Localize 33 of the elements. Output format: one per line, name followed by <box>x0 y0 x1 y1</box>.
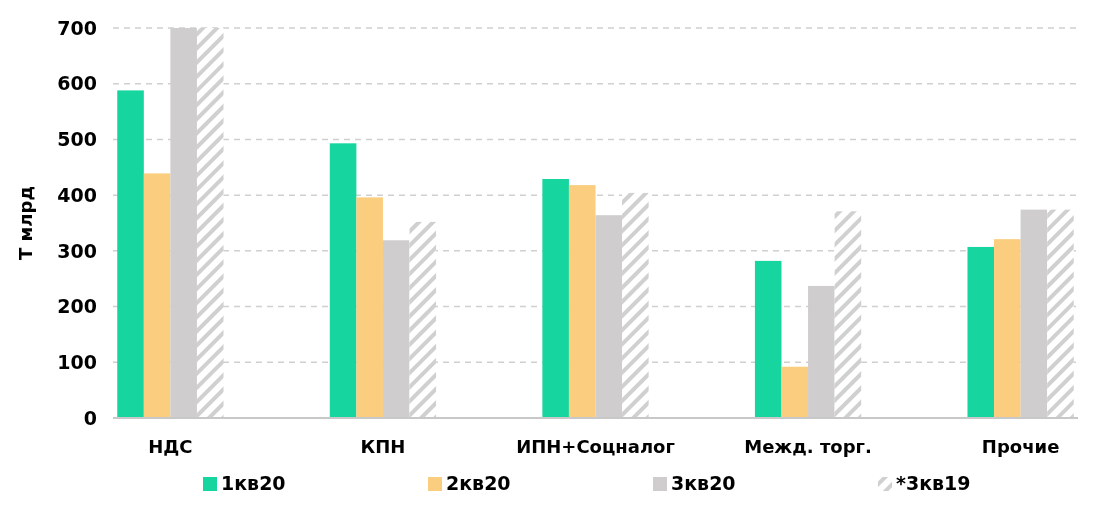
x-tick-label: НДС <box>148 436 193 457</box>
bar <box>356 197 383 418</box>
bar <box>117 90 144 418</box>
x-tick-label: Межд. торг. <box>744 436 872 457</box>
bar <box>568 185 596 418</box>
x-tick-label: ИПН+Соцналог <box>516 436 675 457</box>
x-tick-label: Прочие <box>981 436 1060 457</box>
bar <box>196 28 224 418</box>
x-tick-label: КПН <box>360 436 406 457</box>
bar <box>143 173 171 418</box>
bar <box>967 246 995 418</box>
y-tick-label: 0 <box>83 406 97 429</box>
y-axis-title: Т млрд <box>15 186 36 260</box>
y-tick-label: 400 <box>57 183 97 206</box>
y-tick-label: 200 <box>57 295 97 318</box>
legend-label: 1кв20 <box>221 472 286 494</box>
y-tick-label: 100 <box>57 350 97 373</box>
bar <box>542 178 569 418</box>
bar <box>409 221 437 418</box>
bar <box>1047 209 1074 418</box>
legend-label: *3кв19 <box>896 472 971 494</box>
y-tick-label: 600 <box>57 72 97 95</box>
bar <box>622 192 649 418</box>
y-tick-label: 500 <box>57 128 97 151</box>
bar <box>329 143 357 418</box>
legend-label: 3кв20 <box>671 472 736 494</box>
bar <box>994 239 1021 418</box>
y-tick-label: 700 <box>57 16 97 39</box>
bar <box>754 260 782 418</box>
y-tick-label: 300 <box>57 239 97 262</box>
legend-label: 2кв20 <box>446 472 511 494</box>
bar <box>781 366 809 418</box>
bar <box>834 211 862 418</box>
